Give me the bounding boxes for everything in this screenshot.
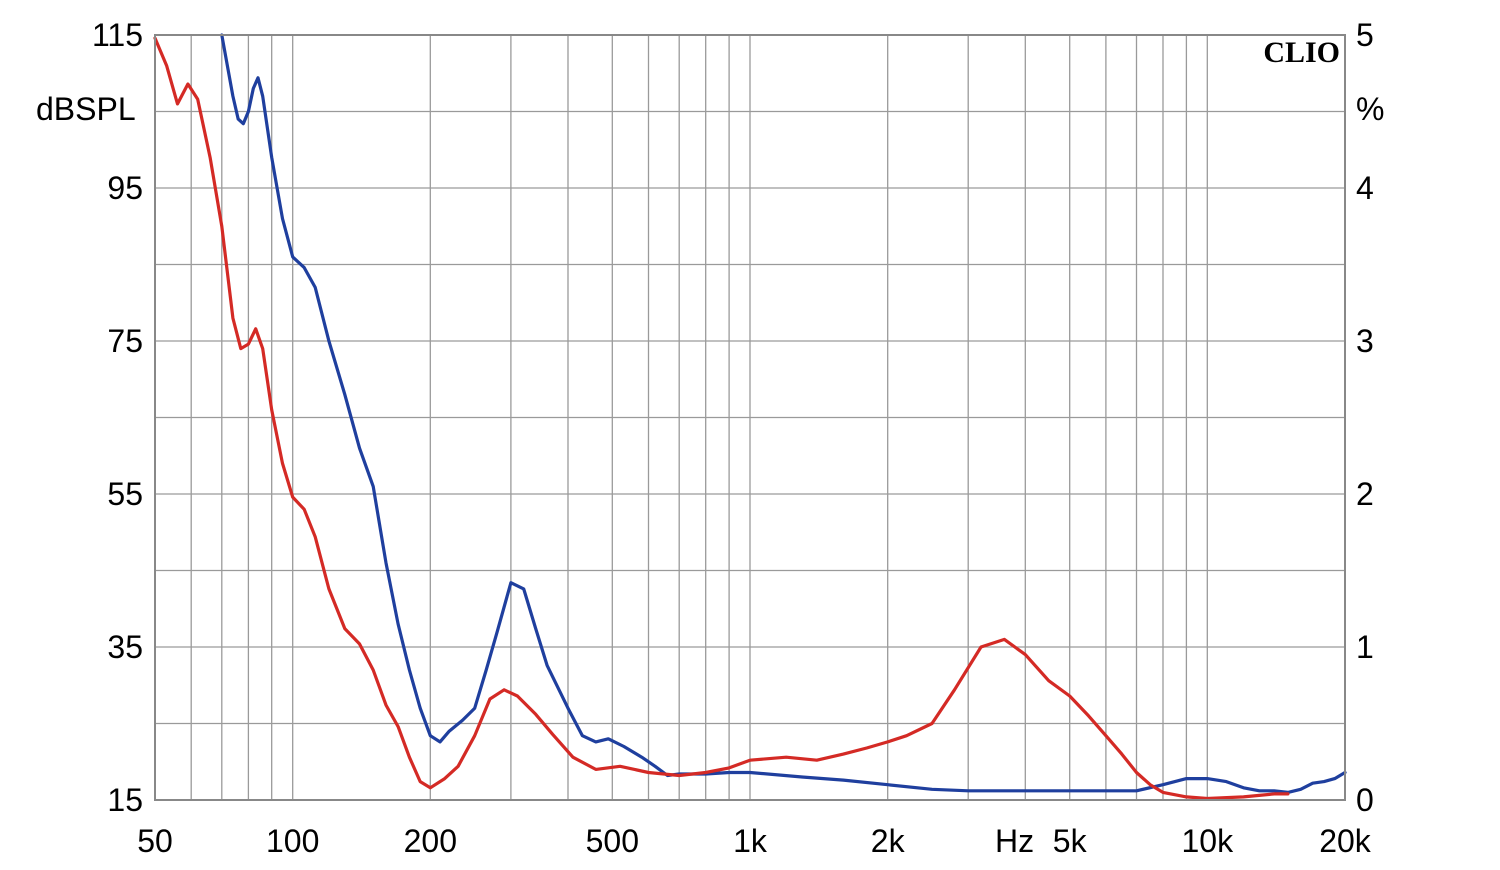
y-right-tick-label: 1 [1356, 629, 1374, 665]
x-tick-label: 50 [137, 823, 173, 859]
series-line-1 [220, 33, 1347, 795]
y-right-tick-label: 3 [1356, 323, 1374, 359]
y-left-tick-label: 95 [107, 170, 143, 206]
y-left-tick-label: 35 [107, 629, 143, 665]
y-left-tick-labels: 115 95 75 55 35 15 [92, 17, 143, 818]
y-right-tick-label: 4 [1356, 170, 1374, 206]
brand-logo: CLIO [1263, 36, 1340, 69]
series-line-2 [153, 36, 1290, 801]
x-tick-label: 20k [1319, 823, 1372, 859]
x-axis-unit-label: Hz [995, 823, 1034, 859]
y-right-tick-label: 2 [1356, 476, 1374, 512]
y-right-tick-label: 5 [1356, 17, 1374, 53]
y-left-tick-label: 15 [107, 782, 143, 818]
y-left-tick-label: 55 [107, 476, 143, 512]
y-right-tick-label: 0 [1356, 782, 1374, 818]
y-left-axis-label: dBSPL [36, 91, 136, 127]
x-tick-label: 500 [586, 823, 639, 859]
series-group [153, 33, 1347, 801]
x-tick-label: 1k [733, 823, 768, 859]
x-tick-label: 5k [1053, 823, 1088, 859]
x-tick-label: 200 [404, 823, 457, 859]
y-right-tick-labels: 5 4 3 2 1 0 [1356, 17, 1374, 818]
x-tick-label: 100 [266, 823, 319, 859]
x-tick-label: 10k [1182, 823, 1235, 859]
y-right-axis-label: % [1356, 91, 1384, 127]
plot-frame [154, 34, 1346, 801]
y-left-tick-label: 75 [107, 323, 143, 359]
x-tick-labels: 50 100 200 500 1k 2k 5k 10k 20k [137, 823, 1372, 859]
y-left-tick-label: 115 [92, 17, 143, 53]
x-tick-label: 2k [871, 823, 906, 859]
